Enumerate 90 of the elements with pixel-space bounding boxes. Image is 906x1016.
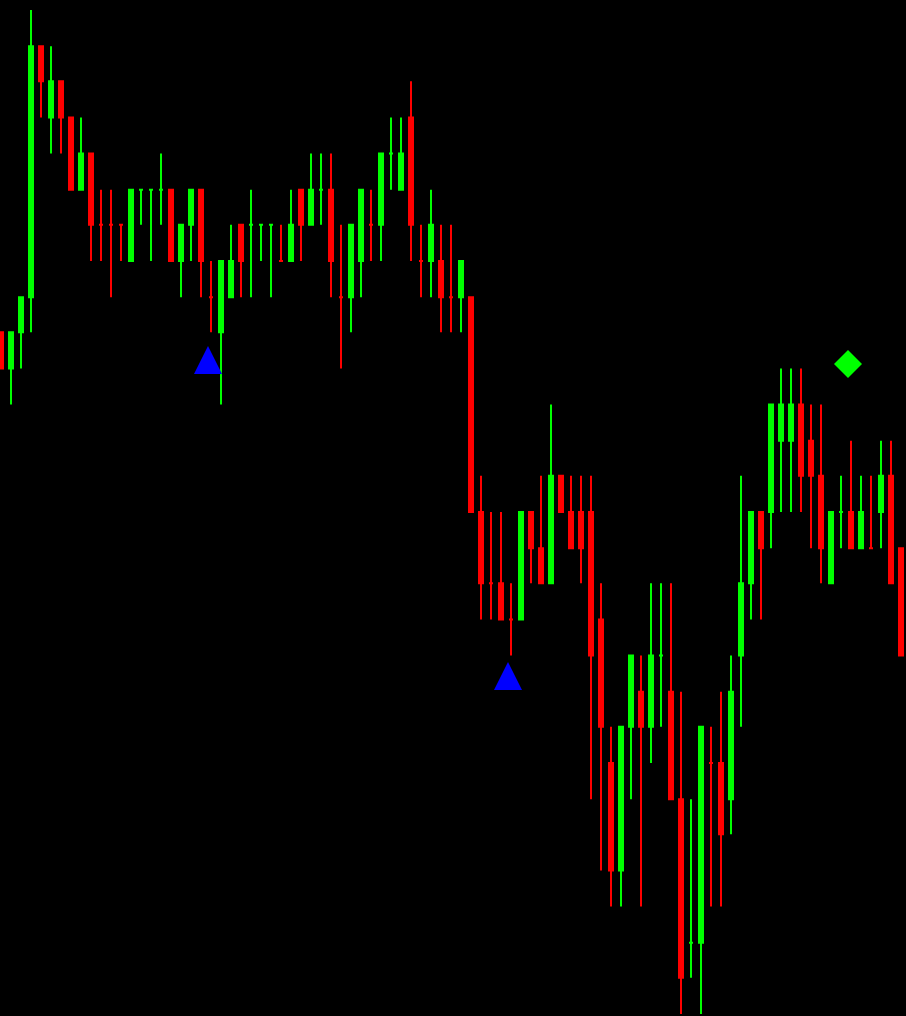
candlestick bbox=[768, 403, 774, 550]
candlestick bbox=[708, 725, 714, 908]
candlestick bbox=[628, 654, 634, 801]
candlestick bbox=[588, 474, 594, 801]
candlestick bbox=[808, 403, 814, 550]
candlestick bbox=[18, 296, 24, 370]
candlestick bbox=[358, 188, 364, 299]
candlestick bbox=[108, 188, 114, 299]
candlestick bbox=[188, 188, 194, 262]
candlestick bbox=[98, 188, 104, 262]
candlestick bbox=[848, 439, 854, 550]
candlestick bbox=[798, 367, 804, 513]
candlestick bbox=[518, 511, 524, 621]
candlestick bbox=[288, 188, 294, 262]
candlestick bbox=[48, 45, 54, 155]
candlestick bbox=[348, 223, 354, 334]
candlestick bbox=[678, 690, 684, 1015]
candlestick bbox=[118, 223, 124, 262]
candlestick bbox=[568, 474, 574, 550]
candlestick bbox=[818, 403, 824, 585]
candlestick bbox=[38, 45, 44, 119]
candlestick bbox=[258, 223, 264, 262]
candlestick bbox=[608, 725, 614, 908]
candlestick bbox=[838, 474, 844, 550]
candlestick bbox=[698, 725, 704, 1015]
candlestick bbox=[88, 152, 94, 262]
candlestick bbox=[488, 511, 494, 621]
candlestick bbox=[688, 798, 694, 979]
candlestick bbox=[208, 260, 214, 334]
candlestick bbox=[318, 152, 324, 226]
candlestick bbox=[138, 188, 144, 226]
candlestick bbox=[668, 582, 674, 801]
candlestick bbox=[158, 152, 164, 226]
candlestick bbox=[578, 474, 584, 585]
candlestick bbox=[498, 511, 504, 621]
candlestick bbox=[128, 188, 134, 262]
candlestick bbox=[338, 223, 344, 370]
candlestick bbox=[198, 188, 204, 299]
candlestick bbox=[268, 223, 274, 299]
candlestick bbox=[528, 511, 534, 585]
candlestick bbox=[538, 474, 544, 585]
candlestick bbox=[478, 474, 484, 621]
candlestick bbox=[598, 582, 604, 872]
candlestick bbox=[458, 260, 464, 334]
candlestick bbox=[408, 80, 414, 262]
candlestick bbox=[728, 654, 734, 836]
candlestick bbox=[448, 223, 454, 334]
candlestick bbox=[468, 296, 474, 513]
candlestick bbox=[398, 116, 404, 191]
candlestick bbox=[328, 152, 334, 299]
candlestick bbox=[888, 439, 894, 585]
candlestick bbox=[68, 116, 74, 191]
candlestick bbox=[648, 582, 654, 764]
candlestick bbox=[148, 188, 154, 262]
candlestick bbox=[8, 331, 14, 406]
candlestick bbox=[238, 223, 244, 299]
candlestick bbox=[58, 80, 64, 155]
candlestick bbox=[308, 152, 314, 226]
candlestick bbox=[78, 116, 84, 191]
candlestick bbox=[278, 223, 284, 262]
candlestick bbox=[298, 188, 304, 262]
candlestick bbox=[868, 474, 874, 550]
candlestick bbox=[378, 152, 384, 262]
candlestick bbox=[418, 223, 424, 299]
candlestick bbox=[748, 511, 754, 621]
candlestick bbox=[178, 223, 184, 299]
candlestick bbox=[508, 582, 514, 657]
candlestick bbox=[898, 547, 904, 657]
candlestick bbox=[428, 188, 434, 299]
candlestick bbox=[388, 116, 394, 191]
candlestick bbox=[548, 403, 554, 585]
candlestick bbox=[218, 260, 224, 406]
candlestick bbox=[858, 474, 864, 550]
candlestick bbox=[368, 188, 374, 262]
candlestick bbox=[758, 511, 764, 621]
candlestick bbox=[558, 474, 564, 513]
candlestick bbox=[788, 367, 794, 513]
candlestick bbox=[878, 439, 884, 550]
candlestick bbox=[778, 367, 784, 513]
candlestick bbox=[618, 725, 624, 908]
candlestick bbox=[28, 9, 34, 334]
candlestick bbox=[438, 223, 444, 334]
candlestick bbox=[168, 188, 174, 262]
candlestick bbox=[828, 511, 834, 585]
candlestick bbox=[738, 474, 744, 728]
candlestick bbox=[228, 223, 234, 299]
candlestick bbox=[638, 654, 644, 908]
candlestick bbox=[658, 582, 664, 728]
candlestick bbox=[248, 188, 254, 299]
candlestick bbox=[718, 690, 724, 908]
